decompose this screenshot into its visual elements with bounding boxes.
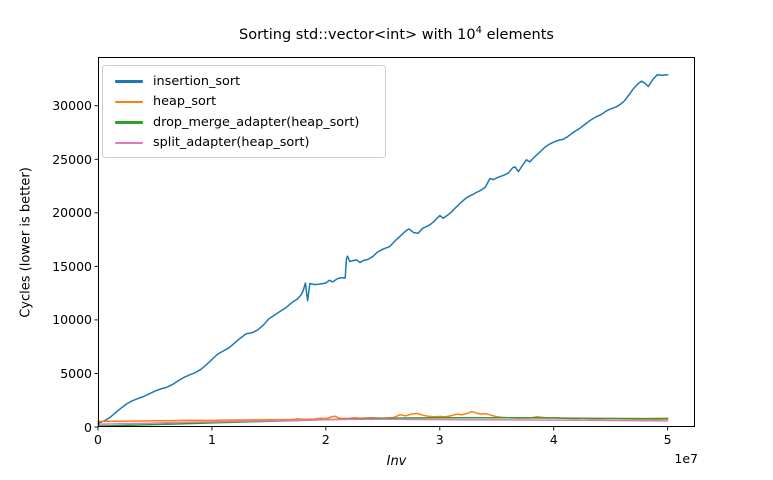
plot-area bbox=[94, 57, 695, 431]
axis-tick-marks bbox=[94, 105, 669, 431]
y-tick-label-30000: 30000 bbox=[52, 98, 92, 114]
y-tick-label-25000: 25000 bbox=[52, 151, 92, 167]
x-tick-label-5: 5 bbox=[663, 432, 672, 447]
legend-label: drop_merge_adapter(heap_sort) bbox=[153, 114, 360, 130]
x-axis-label: Inv bbox=[386, 454, 407, 469]
legend-line-swatch bbox=[115, 80, 143, 83]
axes-spines bbox=[98, 57, 695, 427]
legend-item: insertion_sort bbox=[111, 71, 377, 92]
series-lines bbox=[97, 73, 669, 427]
legend-label: insertion_sort bbox=[153, 73, 241, 89]
x-axis-offset-label: 1e7 bbox=[674, 451, 698, 466]
legend-label: split_adapter(heap_sort) bbox=[153, 135, 310, 151]
y-tick-label-10000: 10000 bbox=[52, 312, 92, 328]
x-tick-label-3: 3 bbox=[435, 432, 444, 447]
y-axis-label: Cycles (lower is better) bbox=[18, 167, 34, 318]
x-tick-label-1: 1 bbox=[207, 432, 216, 447]
series-line-insertion_sort bbox=[97, 73, 669, 425]
chart-title-prefix: Sorting std::vector<int> with 10 bbox=[239, 27, 476, 43]
x-tick-label-0: 0 bbox=[94, 432, 102, 447]
series-line-drop_merge_adapter-heap_sort- bbox=[97, 416, 669, 427]
chart-title-exponent: 4 bbox=[475, 25, 482, 37]
legend-line-swatch bbox=[115, 141, 143, 144]
legend-line-swatch bbox=[115, 100, 143, 103]
chart-title-suffix: elements bbox=[482, 27, 554, 43]
legend-item: heap_sort bbox=[111, 92, 377, 113]
y-tick-label-5000: 5000 bbox=[60, 365, 92, 381]
series-line-split_adapter-heap_sort- bbox=[97, 418, 669, 425]
y-tick-label-15000: 15000 bbox=[52, 258, 92, 274]
legend-item: drop_merge_adapter(heap_sort) bbox=[111, 112, 377, 133]
chart-title: Sorting std::vector<int> with 104 elemen… bbox=[98, 25, 695, 43]
x-tick-label-2: 2 bbox=[321, 432, 330, 447]
legend: insertion_sort heap_sort drop_merge_adap… bbox=[102, 65, 386, 158]
y-tick-label-0: 0 bbox=[84, 419, 92, 435]
y-tick-label-20000: 20000 bbox=[52, 205, 92, 221]
x-tick-label-4: 4 bbox=[549, 432, 558, 447]
legend-label: heap_sort bbox=[153, 94, 217, 110]
legend-item: split_adapter(heap_sort) bbox=[111, 133, 377, 154]
legend-line-swatch bbox=[115, 121, 143, 124]
